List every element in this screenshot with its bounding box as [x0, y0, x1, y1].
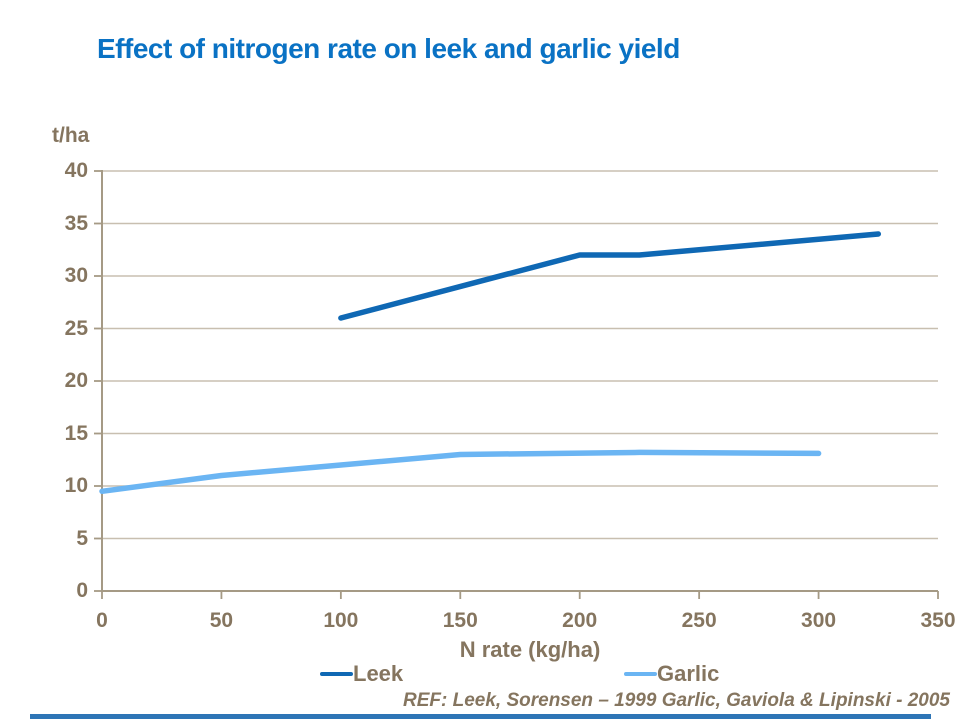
x-tick-label: 50 [209, 609, 234, 632]
x-tick-label: 350 [920, 609, 956, 632]
x-tick-label: 100 [323, 609, 359, 632]
reference-text: REF: Leek, Sorensen – 1999 Garlic, Gavio… [402, 690, 950, 711]
y-axis-unit-label: t/ha [52, 124, 90, 147]
x-tick-label: 300 [801, 609, 837, 632]
chart-title: Effect of nitrogen rate on leek and garl… [97, 33, 680, 64]
x-tick-label: 200 [562, 609, 598, 632]
y-tick-label: 25 [64, 316, 88, 340]
y-tick-label: 40 [64, 159, 88, 182]
legend-label-garlic: Garlic [657, 661, 720, 686]
chart-legend: Leek Garlic [0, 660, 960, 688]
y-tick-label: 10 [64, 474, 88, 497]
y-tick-label: 15 [64, 421, 88, 445]
x-axis-title: N rate (kg/ha) [459, 637, 601, 662]
y-tick-label: 0 [76, 579, 88, 602]
x-tick-label: 250 [681, 609, 717, 632]
y-tick-label: 35 [64, 211, 88, 235]
y-tick-label: 5 [76, 526, 88, 550]
garlic-line-swatch-icon [624, 672, 657, 676]
footer-accent-bar [30, 714, 931, 719]
legend-item-leek: Leek [320, 660, 403, 688]
x-tick-label: 150 [442, 609, 478, 632]
leek-series-line [338, 231, 882, 321]
y-tick-label: 20 [64, 369, 88, 392]
leek-line-swatch-icon [320, 672, 353, 676]
legend-item-garlic: Garlic [624, 660, 719, 688]
x-tick-label: 0 [96, 609, 108, 632]
y-tick-label: 30 [64, 264, 88, 287]
garlic-series-line [99, 449, 822, 495]
legend-label-leek: Leek [353, 661, 404, 686]
